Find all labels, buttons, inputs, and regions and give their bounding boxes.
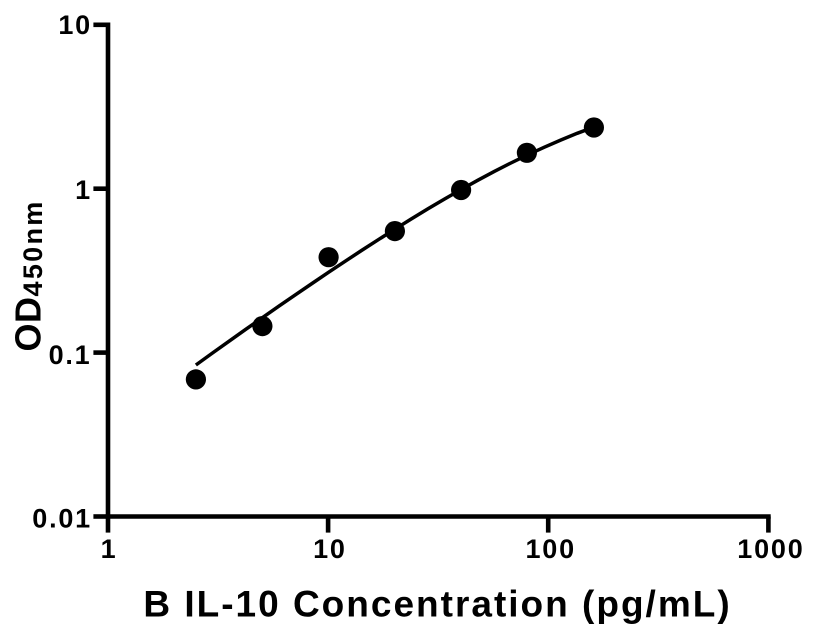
svg-text:0.1: 0.1	[49, 340, 92, 370]
svg-text:1: 1	[101, 534, 118, 564]
svg-text:100: 100	[525, 534, 575, 564]
svg-text:0.01: 0.01	[32, 504, 92, 534]
svg-text:1: 1	[75, 175, 92, 205]
svg-text:10: 10	[58, 10, 92, 40]
svg-text:B IL-10 Concentration (pg/mL): B IL-10 Concentration (pg/mL)	[143, 583, 731, 624]
svg-text:10: 10	[313, 534, 347, 564]
svg-text:1000: 1000	[737, 534, 804, 564]
svg-text:OD450nm: OD450nm	[7, 199, 48, 351]
